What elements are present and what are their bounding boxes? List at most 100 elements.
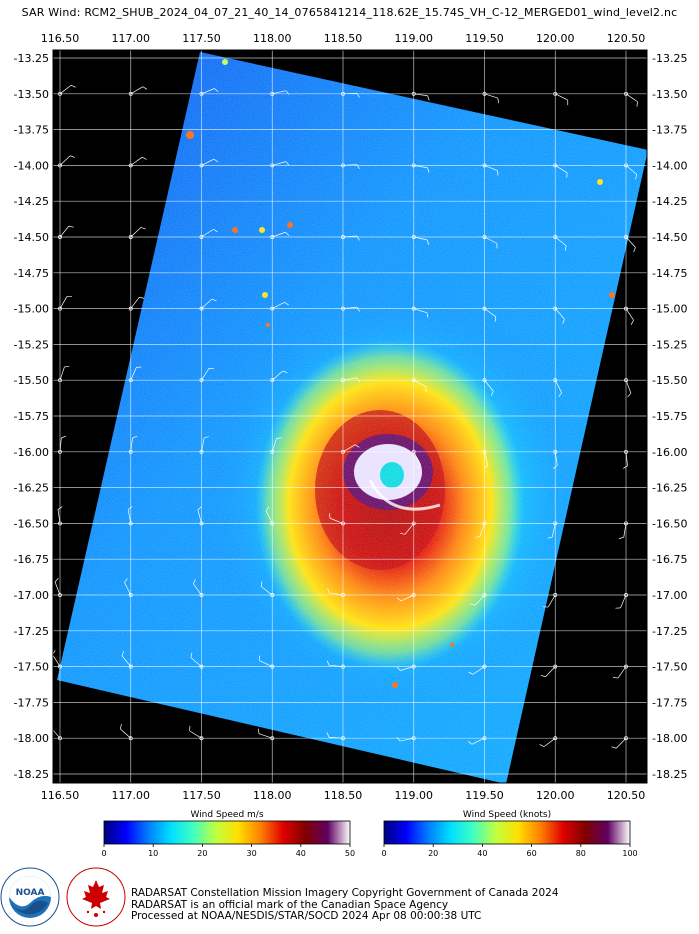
wind-barb xyxy=(396,736,416,742)
wind-barb xyxy=(624,235,636,253)
wind-barb xyxy=(553,378,562,397)
lat-tick-label-right: -18.00 xyxy=(652,732,687,745)
wind-barb xyxy=(482,235,498,249)
colorbar-tick-label: 80 xyxy=(576,849,586,858)
wind-barb xyxy=(58,225,74,239)
csa-logo xyxy=(66,867,126,927)
lat-tick-label-left: -13.50 xyxy=(14,88,49,101)
wind-barb xyxy=(482,449,488,469)
wind-barb xyxy=(329,513,345,526)
lat-tick-label-left: -15.00 xyxy=(14,303,49,316)
lat-tick-label-left: -14.75 xyxy=(14,267,49,280)
wind-barb xyxy=(474,521,487,538)
lon-tick-label-top: 120.50 xyxy=(607,32,646,45)
lon-tick-label-bottom: 119.50 xyxy=(465,789,504,802)
wind-barb xyxy=(58,296,72,311)
wind-barb xyxy=(58,365,70,383)
wind-barb xyxy=(540,664,558,678)
wind-barb xyxy=(327,588,345,597)
credit-line: Processed at NOAA/NESDIS/STAR/SOCD 2024 … xyxy=(131,910,482,922)
lon-tick-label-top: 119.50 xyxy=(465,32,504,45)
lat-tick-label-right: -16.50 xyxy=(652,517,687,530)
axis-tick-labels: 116.50 116.50 117.00 117.00 117.50 117.50 118.… xyxy=(14,32,688,802)
wind-barb xyxy=(257,728,275,741)
wind-barb xyxy=(543,593,558,608)
wind-barb xyxy=(199,368,214,383)
wind-barb xyxy=(190,652,204,669)
wind-barb xyxy=(468,664,487,675)
lat-tick-label-right: -13.50 xyxy=(652,88,687,101)
wind-barb xyxy=(553,306,565,324)
wind-barb xyxy=(57,506,63,526)
credits: RADARSAT Constellation Mission Imagery C… xyxy=(131,887,559,923)
colorbar-title: Wind Speed m/s xyxy=(190,810,263,820)
lat-tick-label-right: -13.75 xyxy=(652,124,687,137)
lat-tick-label-left: -15.75 xyxy=(14,410,49,423)
lat-tick-label-left: -17.00 xyxy=(14,589,49,602)
wind-barb xyxy=(341,163,360,170)
lat-tick-label-right: -15.50 xyxy=(652,374,687,387)
colorbar-tick-label: 20 xyxy=(428,849,438,858)
wind-barb xyxy=(199,229,218,239)
wind-barb xyxy=(411,378,427,392)
lat-tick-label-right: -16.25 xyxy=(652,482,687,495)
wind-barb xyxy=(615,593,628,609)
lat-tick-label-left: -16.00 xyxy=(14,446,49,459)
wind-barbs xyxy=(50,84,638,749)
wind-barb xyxy=(400,521,416,535)
lat-tick-label-right: -13.25 xyxy=(652,52,687,65)
wind-barb xyxy=(411,163,430,173)
wind-barb xyxy=(341,235,360,241)
lat-tick-label-right: -15.00 xyxy=(652,303,687,316)
wind-barb xyxy=(482,163,499,176)
wind-barb xyxy=(128,297,145,311)
lat-tick-label-left: -17.50 xyxy=(14,661,49,674)
lat-tick-label-right: -14.00 xyxy=(652,159,687,172)
colorbar-tick-label: 40 xyxy=(477,849,487,858)
wind-barb xyxy=(58,435,67,454)
colorbar-tick-label: 0 xyxy=(101,849,106,858)
colorbar-tick-label: 100 xyxy=(622,849,637,858)
sar-swath xyxy=(57,52,647,783)
wind-barb xyxy=(199,88,219,96)
colorbar-gradient xyxy=(383,820,631,845)
lat-tick-label-left: -16.75 xyxy=(14,553,49,566)
lon-tick-label-top: 116.50 xyxy=(41,32,80,45)
wind-barb xyxy=(192,579,204,597)
lat-tick-label-left: -15.50 xyxy=(14,374,49,387)
wind-barb xyxy=(411,306,429,318)
lat-tick-label-left: -14.00 xyxy=(14,159,49,172)
wind-barb xyxy=(341,306,360,312)
wind-barb xyxy=(624,306,634,325)
wind-barb xyxy=(197,506,204,526)
wind-barb xyxy=(411,91,430,101)
wind-barb xyxy=(54,577,62,597)
wind-barb xyxy=(411,235,430,245)
wind-barb xyxy=(50,722,62,741)
colorbar-title: Wind Speed (knots) xyxy=(463,810,551,820)
lat-tick-label-right: -17.75 xyxy=(652,696,687,709)
wind-barb xyxy=(482,91,499,104)
wind-barb xyxy=(127,506,133,526)
lat-tick-label-right: -15.75 xyxy=(652,410,687,423)
lat-tick-label-right: -16.00 xyxy=(652,446,687,459)
lat-tick-label-left: -14.50 xyxy=(14,231,49,244)
wind-barb xyxy=(124,578,133,597)
lat-tick-label-left: -14.25 xyxy=(14,195,49,208)
lat-tick-label-left: -17.75 xyxy=(14,696,49,709)
lon-tick-label-bottom: 116.50 xyxy=(41,789,80,802)
colorbar-tick-label: 40 xyxy=(296,849,306,858)
wind-barb xyxy=(482,306,497,322)
colorbar-tick-label: 50 xyxy=(345,849,355,858)
credit-line: RADARSAT Constellation Mission Imagery C… xyxy=(131,887,559,899)
star-icon xyxy=(86,910,106,917)
lat-tick-label-left: -17.25 xyxy=(14,625,49,638)
wind-barb xyxy=(270,161,290,168)
wind-barb xyxy=(341,377,361,383)
credit-line: RADARSAT is an official mark of the Cana… xyxy=(131,898,449,911)
wind-barb xyxy=(624,91,638,107)
lat-tick-label-left: -16.50 xyxy=(14,517,49,530)
lat-tick-label-right: -17.50 xyxy=(652,661,687,674)
lat-tick-label-right: -14.50 xyxy=(652,231,687,244)
